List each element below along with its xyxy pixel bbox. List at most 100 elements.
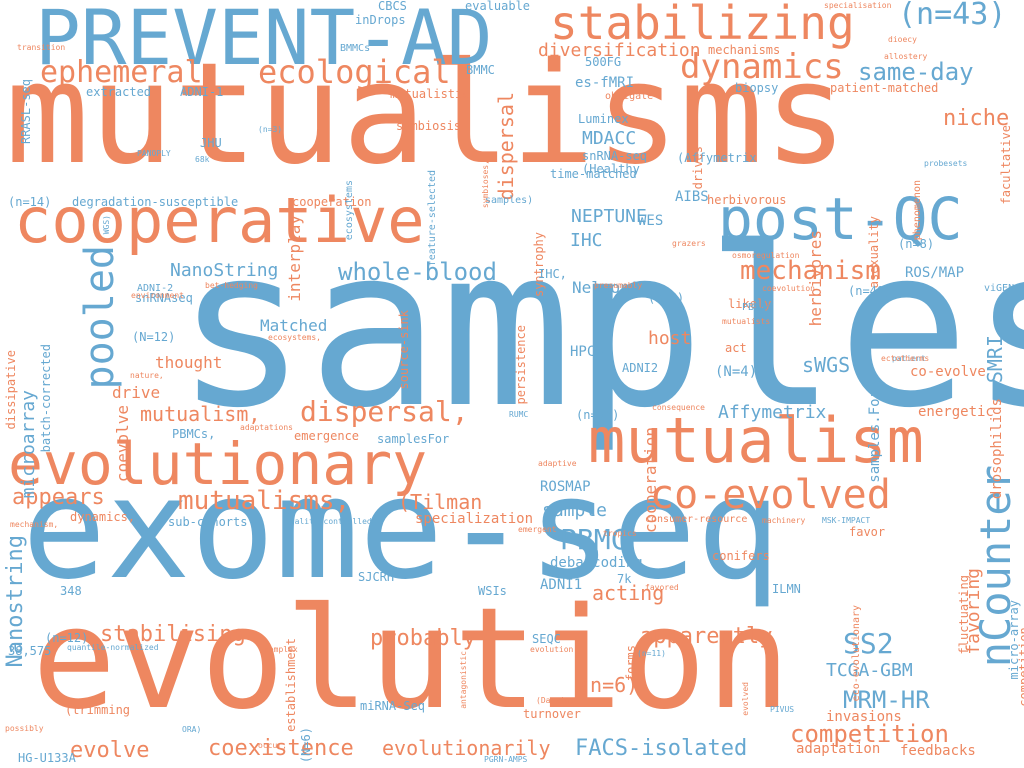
word-whole-blood: whole-blood — [338, 258, 497, 286]
word-host: host — [648, 328, 692, 349]
word-emergent: emergent — [518, 525, 557, 534]
word-adaptive: adaptive — [538, 459, 577, 468]
word-trimming: (trimming — [65, 703, 131, 717]
word-facultative: facultative — [999, 125, 1013, 205]
word-bmmcs: BMMCs — [340, 43, 371, 54]
word-transition: transition — [17, 43, 66, 52]
word-mutualistic: mutualistic — [390, 87, 470, 101]
word-ihc: IHC — [570, 230, 603, 251]
word-phenomenon: phenomenon — [912, 180, 923, 241]
word-es-fmri: es-fMRI — [575, 75, 635, 91]
word-energetic: energetic — [918, 404, 994, 420]
word-wsis: WSIs — [478, 584, 507, 598]
word-turnover: turnover — [523, 707, 581, 721]
word-acting: acting — [592, 581, 665, 605]
word-coexistence: coexistence — [208, 736, 354, 761]
word-grazers: grazers — [672, 239, 706, 248]
word-neptune: NEPTUNE — [571, 206, 647, 227]
word-snrnaseq: snRNAseq — [135, 291, 193, 305]
word-500fg: 500FG — [585, 55, 622, 69]
word-mechanism: mechanism — [740, 256, 881, 286]
word-coevolve: coevolve — [113, 405, 132, 483]
word-cooperative: cooperative — [14, 184, 425, 257]
word-favored: favored — [645, 583, 679, 592]
word-68k: 68k — [195, 155, 210, 164]
word-ihc: IHC, — [538, 267, 567, 281]
word-dissipative: dissipative — [4, 350, 18, 430]
word-evaluable: evaluable — [465, 0, 531, 13]
word-7k: 7k — [617, 572, 632, 586]
word-n-12: (N=12) — [132, 330, 176, 344]
word-feature-selected: feature-selected — [427, 170, 438, 267]
word-bet-hedging: bet-hedging — [205, 281, 258, 290]
word-samples-for: samples.For — [867, 390, 883, 483]
word-evolved: evolved — [741, 682, 750, 716]
word-ecological: ecological — [258, 53, 451, 91]
word-probesets: probesets — [924, 159, 968, 168]
word-emergence: emergence — [294, 429, 360, 443]
word-evolution: evolution, — [530, 645, 579, 654]
word-adni-2: ADNI-2 — [137, 283, 174, 294]
word-quantile-normalized: quantile-normalized — [67, 643, 159, 652]
word-n-14: (n=14) — [8, 195, 52, 209]
word-samples: samples) — [485, 195, 534, 206]
word-ilmn: ILMN — [772, 582, 801, 596]
word-n-4: (n=4) — [648, 291, 685, 305]
word-ectotherms: ectotherms — [881, 354, 930, 363]
word-forms: forms — [624, 645, 638, 682]
word-coevolution: coevolution — [762, 284, 815, 293]
word-indrops: inDrops — [355, 13, 406, 27]
word-fluctuating: fluctuating — [957, 575, 971, 655]
word-ecosystems: ecosystems, — [268, 333, 321, 342]
word-mutualists: mutualists — [722, 317, 771, 326]
word-syntrophy: syntrophy — [532, 232, 546, 298]
word-drive: drive — [112, 383, 161, 402]
word-healthy: (Healthy — [582, 162, 640, 176]
word-dispersal: dispersal, — [300, 395, 469, 428]
word-smri: SMRI — [983, 335, 1007, 384]
word-n-95: (n=95) — [576, 408, 620, 422]
word-snrna-seq: snRNA-seq — [582, 149, 648, 163]
word-nelsona: NelsonA — [572, 278, 640, 297]
word-consumer-resource: consumer-resource — [645, 514, 748, 525]
word-evolve: evolve — [70, 738, 150, 763]
word-mrm-hr: MRM-HR — [843, 686, 930, 714]
word-debarcoding: debarcoding — [550, 555, 643, 571]
word-evolutionary: evolutionary — [8, 430, 428, 498]
word-tcga-gbm: TCGA-GBM — [826, 660, 913, 681]
word-cbcs: CBCS — [378, 0, 407, 13]
word-machinery: machinery — [762, 516, 806, 525]
word-n-6: (n=6) — [578, 673, 639, 697]
word-apparently: apparently — [640, 624, 773, 649]
word-dynamics: dynamics, — [70, 510, 136, 524]
word-nanostring: NanoString — [170, 260, 279, 281]
word-matched: Matched — [260, 316, 328, 335]
word-same-day: same-day — [858, 58, 974, 86]
word-patient-matched: patient-matched — [830, 81, 939, 95]
word-degradation-susceptible: degradation-susceptible — [72, 195, 239, 209]
word-sample: sample — [542, 500, 608, 521]
word-symbioses: symbioses, — [481, 160, 490, 209]
word-ros-map: ROS/MAP — [905, 265, 965, 281]
word-osmoregulation: osmoregulation — [732, 251, 800, 260]
word-sjcrh: SJCRH — [358, 570, 395, 584]
word-seqc: SEQC — [532, 632, 561, 646]
word-rosmap: ROSMAP — [540, 479, 591, 495]
word-exome-seq: exome-seq — [22, 448, 781, 611]
word-ss2: SS2 — [843, 627, 894, 660]
word-jhu: JHU — [200, 136, 222, 150]
word-source-sink: source-sink — [397, 310, 411, 390]
word-n-8: (n=8) — [898, 237, 935, 251]
word-diversification: diversification — [538, 40, 701, 61]
word-ecosystems: ecosystems — [344, 180, 355, 241]
word-appears: appears — [12, 485, 105, 510]
word-wes: WES — [638, 213, 664, 229]
word-n-40: (n=40) — [848, 284, 892, 298]
word-pooled: pooled — [77, 245, 123, 390]
word-mirna-seq: miRNA-Seq — [360, 699, 426, 713]
word-348: 348 — [60, 584, 82, 598]
word-evolutionarily: evolutionarily — [382, 736, 551, 760]
word-mutualism: mutualism — [588, 404, 924, 477]
word-symbiosis: symbiosis — [396, 119, 462, 133]
